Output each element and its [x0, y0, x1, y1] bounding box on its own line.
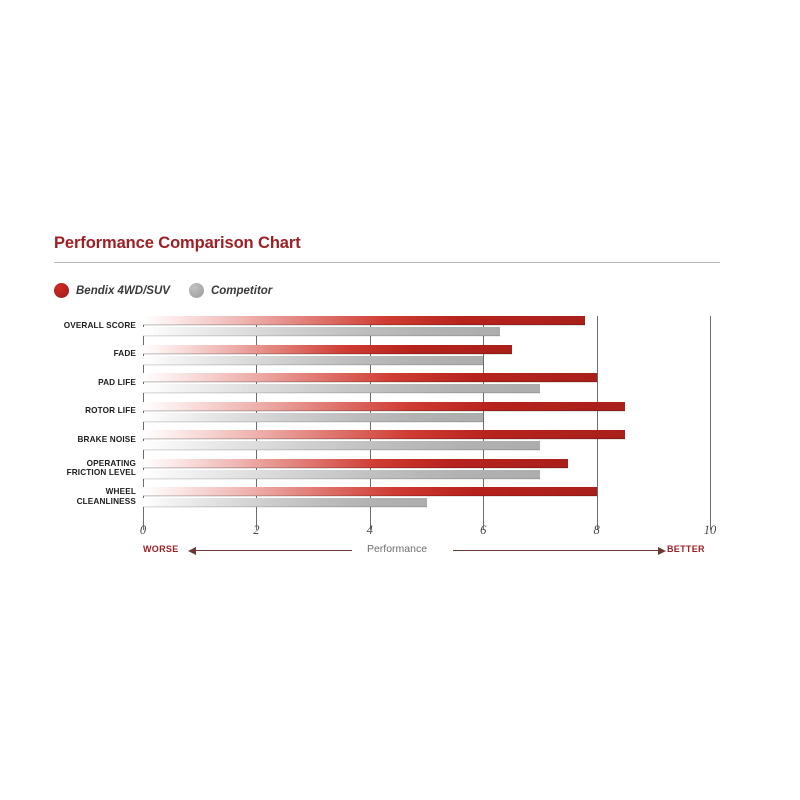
bar-bendix — [143, 344, 512, 354]
bar-row — [143, 430, 710, 459]
better-label: BETTER — [667, 544, 705, 554]
bar-competitor — [143, 384, 540, 393]
worse-label: WORSE — [143, 544, 179, 554]
tick-label-4: 4 — [366, 523, 373, 537]
bar-competitor — [143, 355, 484, 365]
arrow-right-icon — [658, 546, 666, 555]
tick-label-0: 0 — [139, 523, 147, 537]
arrow-left-line — [195, 550, 352, 551]
bar-competitor — [143, 469, 540, 479]
bar-rows — [143, 316, 710, 520]
legend-dot-gray-icon — [188, 283, 204, 298]
legend-item-competitor: Competitor — [188, 283, 273, 298]
category-label: OVERALL SCORE — [63, 320, 136, 330]
axis-direction-footer: WORSE Performance BETTER — [0, 543, 800, 561]
tick-label-2: 2 — [253, 523, 260, 537]
bar-row — [143, 344, 710, 374]
category-label: PAD LIFE — [98, 377, 136, 387]
legend-item-bendix: Bendix 4WD/SUV — [54, 283, 170, 298]
bar-bendix — [143, 487, 597, 496]
bar-row — [143, 401, 710, 431]
gridline-2 — [256, 316, 258, 530]
category-axis-labels: OVERALL SCORE FADE PAD LIFE ROTOR LIFE BRAKE… — [40, 316, 136, 520]
bar-bendix — [143, 373, 597, 382]
arrow-left-icon — [188, 546, 196, 555]
bar-bendix — [143, 430, 625, 439]
category-label: BRAKE NOISE — [77, 434, 136, 444]
legend-dot-red-icon — [54, 283, 69, 298]
category-label: ROTOR LIFE — [85, 406, 136, 415]
page-title: Performance Comparison Chart — [54, 234, 301, 252]
arrow-right-line — [453, 550, 660, 551]
tick-label-8: 8 — [593, 523, 600, 537]
chart-legend: Bendix 4WD/SUV Competitor — [54, 283, 283, 298]
bar-competitor — [143, 441, 540, 450]
bar-competitor — [143, 327, 501, 336]
bar-row — [143, 316, 710, 345]
bar-row — [143, 458, 710, 488]
gridline-10 — [710, 316, 711, 530]
category-label: WHEEL CLEANLINESS — [76, 487, 136, 506]
tick-label-6: 6 — [480, 523, 487, 537]
gridline-0 — [143, 316, 144, 530]
bar-competitor — [143, 498, 427, 507]
x-axis-tick-labels: 0 2 4 6 8 10 — [0, 523, 800, 539]
category-label: OPERATING FRICTION LEVEL — [66, 458, 136, 478]
gridline-4 — [369, 316, 371, 530]
bar-bendix — [143, 458, 569, 468]
bar-row — [143, 487, 710, 516]
bar-bendix — [143, 316, 586, 325]
performance-axis-label: Performance — [366, 543, 428, 555]
plot-area — [143, 316, 711, 530]
bar-bendix — [143, 401, 625, 411]
title-divider — [54, 262, 720, 263]
gridline-6 — [483, 316, 485, 530]
legend-label-bendix: Bendix 4WD/SUV — [76, 284, 170, 297]
tick-label-10: 10 — [703, 523, 717, 537]
category-label: FADE — [113, 349, 136, 358]
bar-row — [143, 373, 710, 402]
legend-label-competitor: Competitor — [210, 284, 273, 297]
gridline-8 — [596, 316, 598, 530]
bar-competitor — [143, 412, 484, 422]
